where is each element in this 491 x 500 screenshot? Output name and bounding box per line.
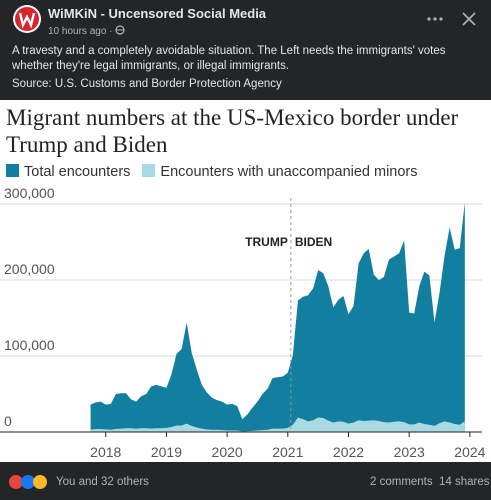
legend-item: Encounters with unaccompanied minors bbox=[142, 164, 418, 180]
post-source: Source: U.S. Customs and Border Protecti… bbox=[12, 78, 282, 90]
x-tick-label: 2019 bbox=[151, 444, 182, 460]
post-footer: You and 32 others 2 comments 14 shares bbox=[0, 462, 491, 500]
y-tick-label: 0 bbox=[4, 413, 12, 429]
legend: Total encounters Encounters with unaccomp… bbox=[6, 164, 430, 180]
annotation: TRUMP bbox=[245, 235, 288, 249]
legend-label: Encounters with unaccompanied minors bbox=[160, 164, 418, 180]
y-tick-label: 100,000 bbox=[4, 337, 55, 353]
area bbox=[90, 417, 465, 432]
close-button[interactable] bbox=[462, 12, 476, 26]
y-tick-label: 300,000 bbox=[4, 185, 55, 201]
author[interactable]: WiMKiN - Uncensored Social Media bbox=[48, 6, 267, 21]
chart-title: Migrant numbers at the US-Mexico border … bbox=[6, 105, 459, 157]
area bbox=[90, 202, 465, 432]
reactions-count[interactable]: You and 32 others bbox=[56, 476, 149, 488]
reaction-icons[interactable] bbox=[8, 474, 50, 490]
post-header: WiMKiN - Uncensored Social Media 10 hour… bbox=[0, 0, 491, 100]
post-text: A travesty and a completely avoidable si… bbox=[12, 45, 446, 72]
comments-count[interactable]: 2 comments bbox=[370, 476, 433, 488]
x-tick-label: 2023 bbox=[394, 444, 425, 460]
annotation: BIDEN bbox=[295, 235, 332, 249]
y-tick-label: 200,000 bbox=[4, 261, 55, 277]
x-tick-label: 2021 bbox=[272, 444, 303, 460]
more-button[interactable] bbox=[427, 17, 443, 21]
post-time: 10 hours ago · bbox=[48, 25, 125, 37]
avatar[interactable] bbox=[12, 4, 42, 34]
post-actions bbox=[427, 12, 476, 26]
x-tick-label: 2018 bbox=[90, 444, 121, 460]
x-tick-label: 2024 bbox=[454, 444, 485, 460]
legend-label: Total encounters bbox=[24, 164, 131, 180]
x-tick-label: 2020 bbox=[212, 444, 243, 460]
chart: 0 100,000 200,000 300,000 2018 2019 2020 2021 20… bbox=[0, 185, 486, 460]
x-tick-label: 2022 bbox=[333, 444, 364, 460]
shares-count[interactable]: 14 shares bbox=[439, 476, 490, 488]
legend-item: Total encounters bbox=[6, 164, 130, 180]
globe-icon bbox=[115, 25, 125, 35]
chart-card: 0 100,000 200,000 300,000 2018 2019 2020 2021 20… bbox=[0, 100, 491, 462]
legend-swatch bbox=[6, 164, 19, 177]
legend-swatch bbox=[142, 164, 156, 177]
time: 10 hours ago · bbox=[48, 26, 113, 37]
